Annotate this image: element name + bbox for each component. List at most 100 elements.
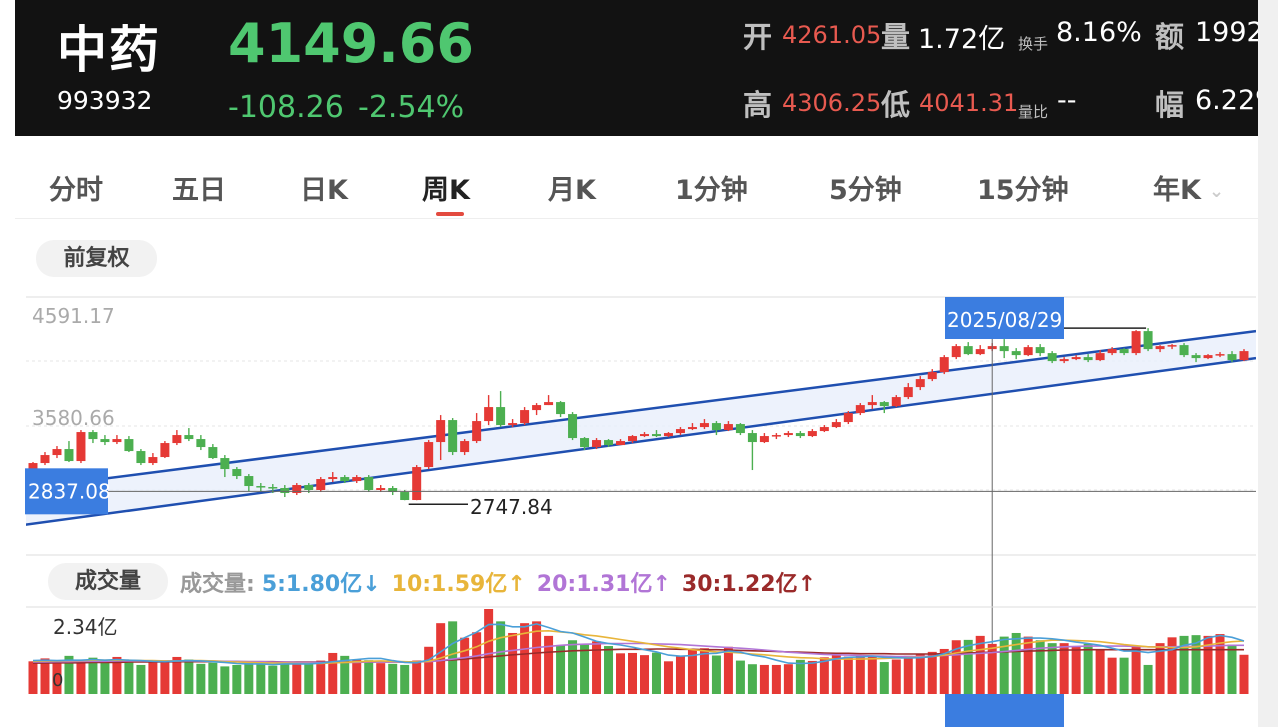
volume-bar xyxy=(268,665,278,694)
candle-body xyxy=(999,346,1009,352)
volume-bar xyxy=(544,635,554,694)
tab-daily-k[interactable]: 日K xyxy=(300,175,348,206)
candle xyxy=(663,432,673,438)
tab-intraday[interactable]: 分时 xyxy=(49,175,103,206)
candle xyxy=(292,483,302,496)
candle-body xyxy=(1179,345,1189,356)
volume-bar xyxy=(951,640,961,694)
candle-body xyxy=(508,423,518,426)
candle xyxy=(328,472,338,483)
candle-body xyxy=(460,441,470,453)
candle xyxy=(520,407,530,426)
tab-1-minute[interactable]: 1分钟 xyxy=(675,175,748,206)
low-marker-label: 2747.84 xyxy=(470,495,553,519)
candle xyxy=(1227,351,1237,363)
volume-bar xyxy=(520,623,530,694)
volume-bar xyxy=(424,646,434,694)
candle-body xyxy=(891,397,901,407)
candle-body xyxy=(448,420,458,453)
tab-yearly-k[interactable]: 年K ⌄ xyxy=(1153,168,1224,207)
candle-body xyxy=(1083,357,1093,361)
candle-body xyxy=(747,433,757,443)
candle xyxy=(556,401,566,418)
candle-body xyxy=(568,414,578,439)
arrow-up-icon: ↑ xyxy=(797,572,817,597)
candle-body xyxy=(220,458,230,470)
candle-body xyxy=(1059,359,1069,362)
right-margin xyxy=(1258,0,1278,727)
candle xyxy=(891,395,901,408)
candle xyxy=(544,395,554,406)
amplitude-value: 6.22% xyxy=(1195,85,1258,116)
candle xyxy=(148,453,158,466)
volume-bar xyxy=(508,632,518,694)
candle xyxy=(532,403,542,416)
candle-body xyxy=(124,439,134,452)
tab-monthly-k[interactable]: 月K xyxy=(548,175,596,206)
ma5-value: 5:1.80亿↓ xyxy=(262,572,381,597)
candle-body xyxy=(723,424,733,431)
arrow-up-icon: ↑ xyxy=(507,572,526,597)
volume-ratio-value: -- xyxy=(1057,85,1077,116)
volume-bar xyxy=(1047,643,1057,694)
adjust-button[interactable]: 前复权 xyxy=(36,240,157,277)
tab-5-minute[interactable]: 5分钟 xyxy=(829,175,902,206)
candle xyxy=(855,403,865,416)
volume-bar xyxy=(40,658,50,694)
candle-body xyxy=(628,436,638,442)
volume-bar xyxy=(747,664,757,694)
candle-body xyxy=(196,439,206,448)
candle-body xyxy=(412,467,422,501)
candle-body xyxy=(831,422,841,428)
volume-bar xyxy=(1119,657,1129,694)
candle xyxy=(100,435,110,446)
candle-body xyxy=(795,433,805,437)
candle xyxy=(424,440,434,470)
candle xyxy=(723,421,733,432)
candle-body xyxy=(76,432,86,462)
candle-body xyxy=(687,427,697,430)
candle-body xyxy=(292,485,302,494)
candle-body xyxy=(927,372,937,380)
candle-body xyxy=(136,451,146,464)
volume-bar xyxy=(855,655,865,694)
volume-bar xyxy=(807,660,817,694)
volume-ma-legend: 成交量: 5:1.80亿↓ 10:1.59亿↑ 20:1.31亿↑ 30:1.2… xyxy=(180,566,816,598)
candle xyxy=(124,436,134,453)
candle xyxy=(580,437,590,451)
volume-bar xyxy=(1227,644,1237,694)
candle xyxy=(160,441,170,459)
channel-lower-line xyxy=(26,356,1256,526)
volume-bar xyxy=(616,653,626,694)
index-name: 中药 xyxy=(57,21,161,79)
candle-body xyxy=(675,429,685,434)
volume-bar xyxy=(1095,649,1105,694)
volume-bar xyxy=(496,621,506,694)
candle xyxy=(1095,350,1105,362)
volume-bar xyxy=(568,640,578,694)
candle xyxy=(819,425,829,433)
ma30-value: 30:1.22亿↑ xyxy=(682,572,816,597)
tab-five-day[interactable]: 五日 xyxy=(172,175,226,206)
last-price: 4149.66 xyxy=(228,12,474,75)
candle-body xyxy=(184,435,194,440)
volume-bar xyxy=(1023,636,1033,694)
candle xyxy=(1083,354,1093,363)
candle xyxy=(927,369,937,382)
candle xyxy=(616,439,626,446)
tab-weekly-k[interactable]: 周K xyxy=(422,175,470,206)
candle xyxy=(628,435,638,444)
tab-15-minute[interactable]: 15分钟 xyxy=(977,175,1069,206)
volume-bar xyxy=(76,663,86,694)
volume-indicator-button[interactable]: 成交量 xyxy=(48,563,168,600)
candle xyxy=(496,391,506,428)
volume-bar xyxy=(1191,635,1201,694)
candle-body xyxy=(352,477,362,482)
volume-bar xyxy=(388,663,398,694)
candle xyxy=(340,475,350,484)
candle-body xyxy=(783,433,793,436)
candle-body xyxy=(304,485,314,491)
candle xyxy=(903,383,913,400)
volume-bar xyxy=(1155,643,1165,694)
